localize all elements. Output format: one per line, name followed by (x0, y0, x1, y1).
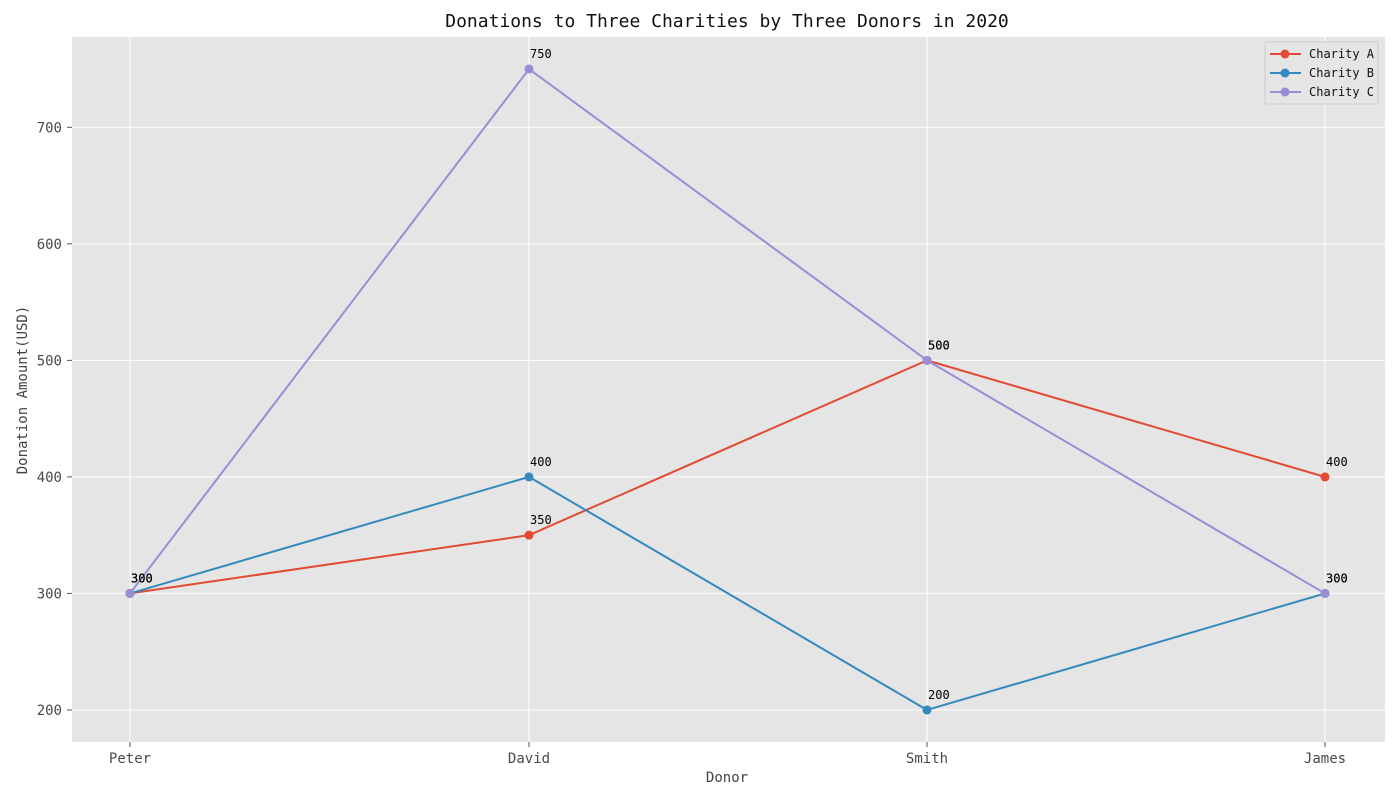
grid-layer (72, 37, 1385, 742)
data-point-charity-a-david (524, 530, 534, 540)
y-tick-label: 500 (37, 353, 62, 369)
x-tick-label-david: David (508, 751, 550, 767)
data-label-charity-b-james: 300 (1326, 571, 1348, 585)
data-label-charity-c-david: 750 (530, 47, 552, 61)
data-point-charity-a-james (1320, 472, 1330, 482)
y-tick-label: 300 (37, 586, 62, 602)
data-label-charity-c-peter: 300 (131, 571, 153, 585)
y-tick-label: 600 (37, 237, 62, 253)
x-tick-label-peter: Peter (109, 751, 151, 767)
y-tick-label: 400 (37, 470, 62, 486)
data-label-charity-a-smith: 500 (928, 338, 950, 352)
tick-layer: 200 300 400 500 600 700 Peter David Smith James (37, 120, 1346, 767)
data-point-charity-b-smith (922, 705, 932, 715)
series-layer (125, 64, 1330, 715)
y-axis-label: Donation Amount(USD) (15, 306, 31, 475)
data-label-charity-c-smith: 500 (928, 338, 950, 352)
legend-marker-charity-b (1280, 68, 1290, 78)
x-axis-label: Donor (706, 770, 748, 786)
chart-title: Donations to Three Charities by Three Do… (445, 11, 1009, 32)
y-tick-label: 700 (37, 120, 62, 136)
plot-area (72, 37, 1385, 742)
legend-marker-charity-c (1280, 87, 1290, 97)
legend-label-charity-a: Charity A (1309, 47, 1375, 61)
legend-items: Charity A Charity B Charity C (1270, 47, 1375, 99)
series-line-charity-b (129, 475, 1326, 711)
data-label-charity-b-peter: 300 (131, 571, 153, 585)
legend-label-charity-b: Charity B (1309, 66, 1374, 80)
data-point-charity-c-david (524, 64, 534, 74)
legend-marker-charity-a (1280, 49, 1290, 59)
y-tick-label: 200 (37, 703, 62, 719)
x-tick-label-smith: Smith (906, 751, 948, 767)
data-point-charity-c-peter (125, 588, 135, 598)
legend-box (1264, 41, 1379, 105)
legend: Charity A Charity B Charity C (1264, 41, 1379, 105)
data-label-charity-b-david: 400 (530, 455, 552, 469)
data-label-charity-b-smith: 200 (928, 688, 950, 702)
data-label-charity-c-james: 300 (1326, 571, 1348, 585)
data-point-charity-c-james (1320, 588, 1330, 598)
series-line-charity-c (129, 68, 1326, 595)
series-line-charity-a (129, 359, 1326, 595)
data-point-charity-c-smith (922, 355, 932, 365)
data-point-charity-b-david (524, 472, 534, 482)
data-label-charity-a-david: 350 (530, 513, 552, 527)
legend-label-charity-c: Charity C (1309, 85, 1374, 99)
data-label-charity-a-peter: 300 (131, 571, 153, 585)
x-tick-label-james: James (1304, 751, 1346, 767)
data-label-charity-a-james: 400 (1326, 455, 1348, 469)
